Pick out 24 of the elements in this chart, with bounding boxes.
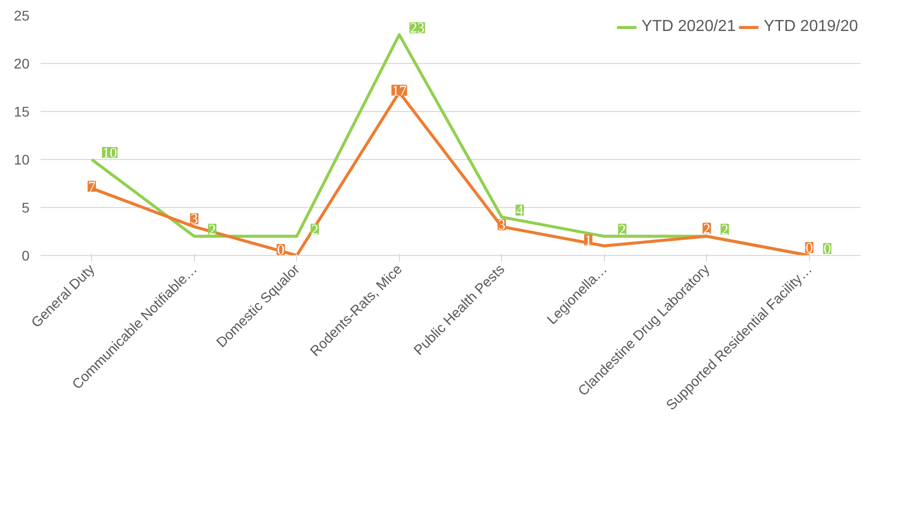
y-tick-label: 0 bbox=[22, 248, 30, 264]
data-label: 4 bbox=[516, 203, 524, 220]
y-tick-label: 10 bbox=[14, 152, 30, 168]
data-label: 2 bbox=[311, 222, 318, 238]
data-label: 3 bbox=[498, 218, 506, 234]
data-label: 2 bbox=[721, 222, 728, 238]
data-label: 10 bbox=[102, 146, 118, 162]
data-label: 2 bbox=[618, 222, 626, 238]
data-label: 0 bbox=[277, 242, 284, 258]
data-label: 1 bbox=[584, 232, 592, 249]
y-tick-label: 15 bbox=[14, 104, 30, 120]
y-tick-label: 5 bbox=[22, 200, 30, 216]
legend-label: YTD 2019/20 bbox=[764, 18, 858, 36]
y-tick-label: 20 bbox=[14, 56, 30, 72]
data-label: 23 bbox=[410, 20, 425, 37]
data-label: 2 bbox=[208, 222, 216, 238]
legend-label: YTD 2020/21 bbox=[641, 18, 736, 36]
data-label: 17 bbox=[392, 83, 407, 100]
y-tick-label: 25 bbox=[14, 8, 30, 24]
data-label: 7 bbox=[88, 179, 96, 196]
data-label: 3 bbox=[190, 212, 198, 228]
data-label: 0 bbox=[824, 242, 831, 258]
data-label: 0 bbox=[806, 240, 813, 256]
data-label: 2 bbox=[703, 221, 710, 238]
